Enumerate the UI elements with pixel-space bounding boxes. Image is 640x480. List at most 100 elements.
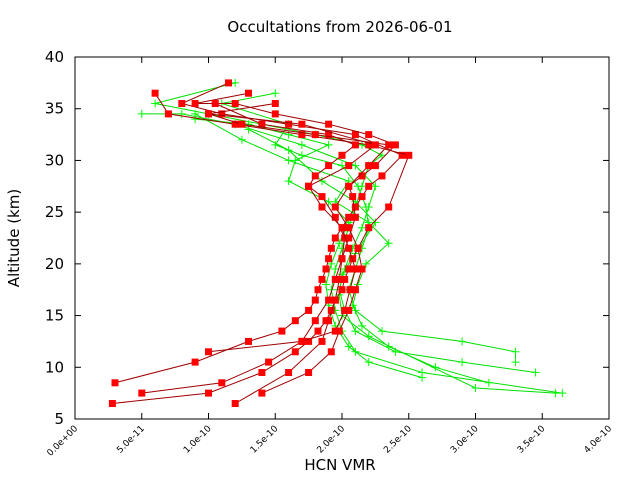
series-2-profile-line xyxy=(194,113,490,384)
data-point xyxy=(331,234,339,242)
data-point xyxy=(398,151,406,159)
data-point xyxy=(345,182,353,190)
data-point xyxy=(258,369,266,376)
data-point xyxy=(364,358,373,367)
data-point xyxy=(108,400,116,407)
data-point xyxy=(151,99,160,108)
data-point xyxy=(331,213,339,221)
data-point xyxy=(305,182,313,190)
data-point xyxy=(338,224,346,232)
data-point xyxy=(345,244,353,252)
data-point xyxy=(325,162,333,170)
data-point xyxy=(405,151,413,159)
data-point xyxy=(231,120,239,128)
data-point xyxy=(351,131,359,139)
data-point xyxy=(365,162,373,170)
data-point xyxy=(284,156,293,165)
data-point xyxy=(378,172,386,180)
data-point xyxy=(177,109,186,118)
data-point xyxy=(325,131,333,139)
data-point xyxy=(371,218,380,227)
data-point xyxy=(344,342,353,351)
data-point xyxy=(365,131,373,139)
data-point xyxy=(345,306,353,314)
data-point xyxy=(327,306,335,314)
data-point xyxy=(365,224,373,232)
data-point xyxy=(265,358,273,366)
data-point xyxy=(151,89,159,97)
x-axis-label: HCN VMR xyxy=(304,456,375,474)
data-point xyxy=(331,265,340,273)
y-tick-label: 40 xyxy=(45,48,64,66)
y-tick-label: 15 xyxy=(45,307,64,325)
data-point xyxy=(305,337,313,345)
data-point xyxy=(351,265,359,273)
x-tick-label: 3.0e-10 xyxy=(449,424,481,456)
data-point xyxy=(351,327,360,336)
x-tick-label: 3.5e-10 xyxy=(516,424,548,456)
data-point xyxy=(345,234,353,242)
data-point xyxy=(349,193,357,201)
data-point xyxy=(231,100,239,107)
data-point xyxy=(285,120,293,128)
data-point xyxy=(311,172,319,180)
data-point xyxy=(205,110,212,118)
data-point xyxy=(484,378,493,387)
data-point xyxy=(331,327,339,335)
data-point xyxy=(284,177,293,186)
data-point xyxy=(318,193,326,201)
chart-title: Occultations from 2026-06-01 xyxy=(227,18,452,36)
data-point xyxy=(238,120,246,128)
data-point xyxy=(271,89,280,98)
data-point xyxy=(385,141,393,149)
x-tick-label: 1.5e-10 xyxy=(249,424,281,456)
data-point xyxy=(318,275,326,283)
data-point xyxy=(211,100,219,107)
data-point xyxy=(362,203,370,211)
data-point xyxy=(327,244,335,252)
series-layer xyxy=(108,78,567,407)
data-point xyxy=(362,259,370,268)
data-point xyxy=(511,347,520,356)
data-point xyxy=(335,275,343,283)
data-point xyxy=(331,275,339,283)
data-point xyxy=(271,110,279,118)
data-point xyxy=(311,296,319,304)
data-point xyxy=(298,120,306,128)
data-point xyxy=(371,162,379,170)
data-point xyxy=(351,286,359,294)
y-axis-label: Altitude (km) xyxy=(5,189,23,287)
data-point xyxy=(191,358,199,366)
y-tick-label: 5 xyxy=(54,410,64,428)
data-point xyxy=(346,286,354,294)
data-point xyxy=(358,172,366,180)
series-2-profile-line xyxy=(154,82,563,394)
data-point xyxy=(341,234,349,242)
series-1 xyxy=(108,79,413,407)
data-point xyxy=(327,348,335,356)
data-point xyxy=(164,110,172,118)
data-point xyxy=(191,109,200,118)
y-tick-label: 25 xyxy=(45,203,64,221)
data-point xyxy=(335,239,344,248)
data-point xyxy=(384,342,393,351)
data-point xyxy=(258,389,266,397)
x-tick-label: 4.0e-10 xyxy=(583,424,615,456)
data-point xyxy=(205,389,212,397)
data-point xyxy=(284,146,293,155)
data-point xyxy=(314,286,322,294)
data-point xyxy=(324,140,333,149)
data-point xyxy=(341,275,349,283)
data-point xyxy=(137,109,146,118)
x-tick-label: 2.0e-10 xyxy=(316,424,348,456)
data-point xyxy=(325,255,333,263)
series-1-profile-line xyxy=(141,92,397,394)
data-point xyxy=(358,265,366,273)
data-point xyxy=(311,131,319,139)
data-point xyxy=(358,223,366,232)
data-point xyxy=(384,239,393,248)
x-tick-label: 0.0e+00 xyxy=(46,424,81,459)
data-point xyxy=(418,373,427,382)
data-point xyxy=(338,161,346,170)
